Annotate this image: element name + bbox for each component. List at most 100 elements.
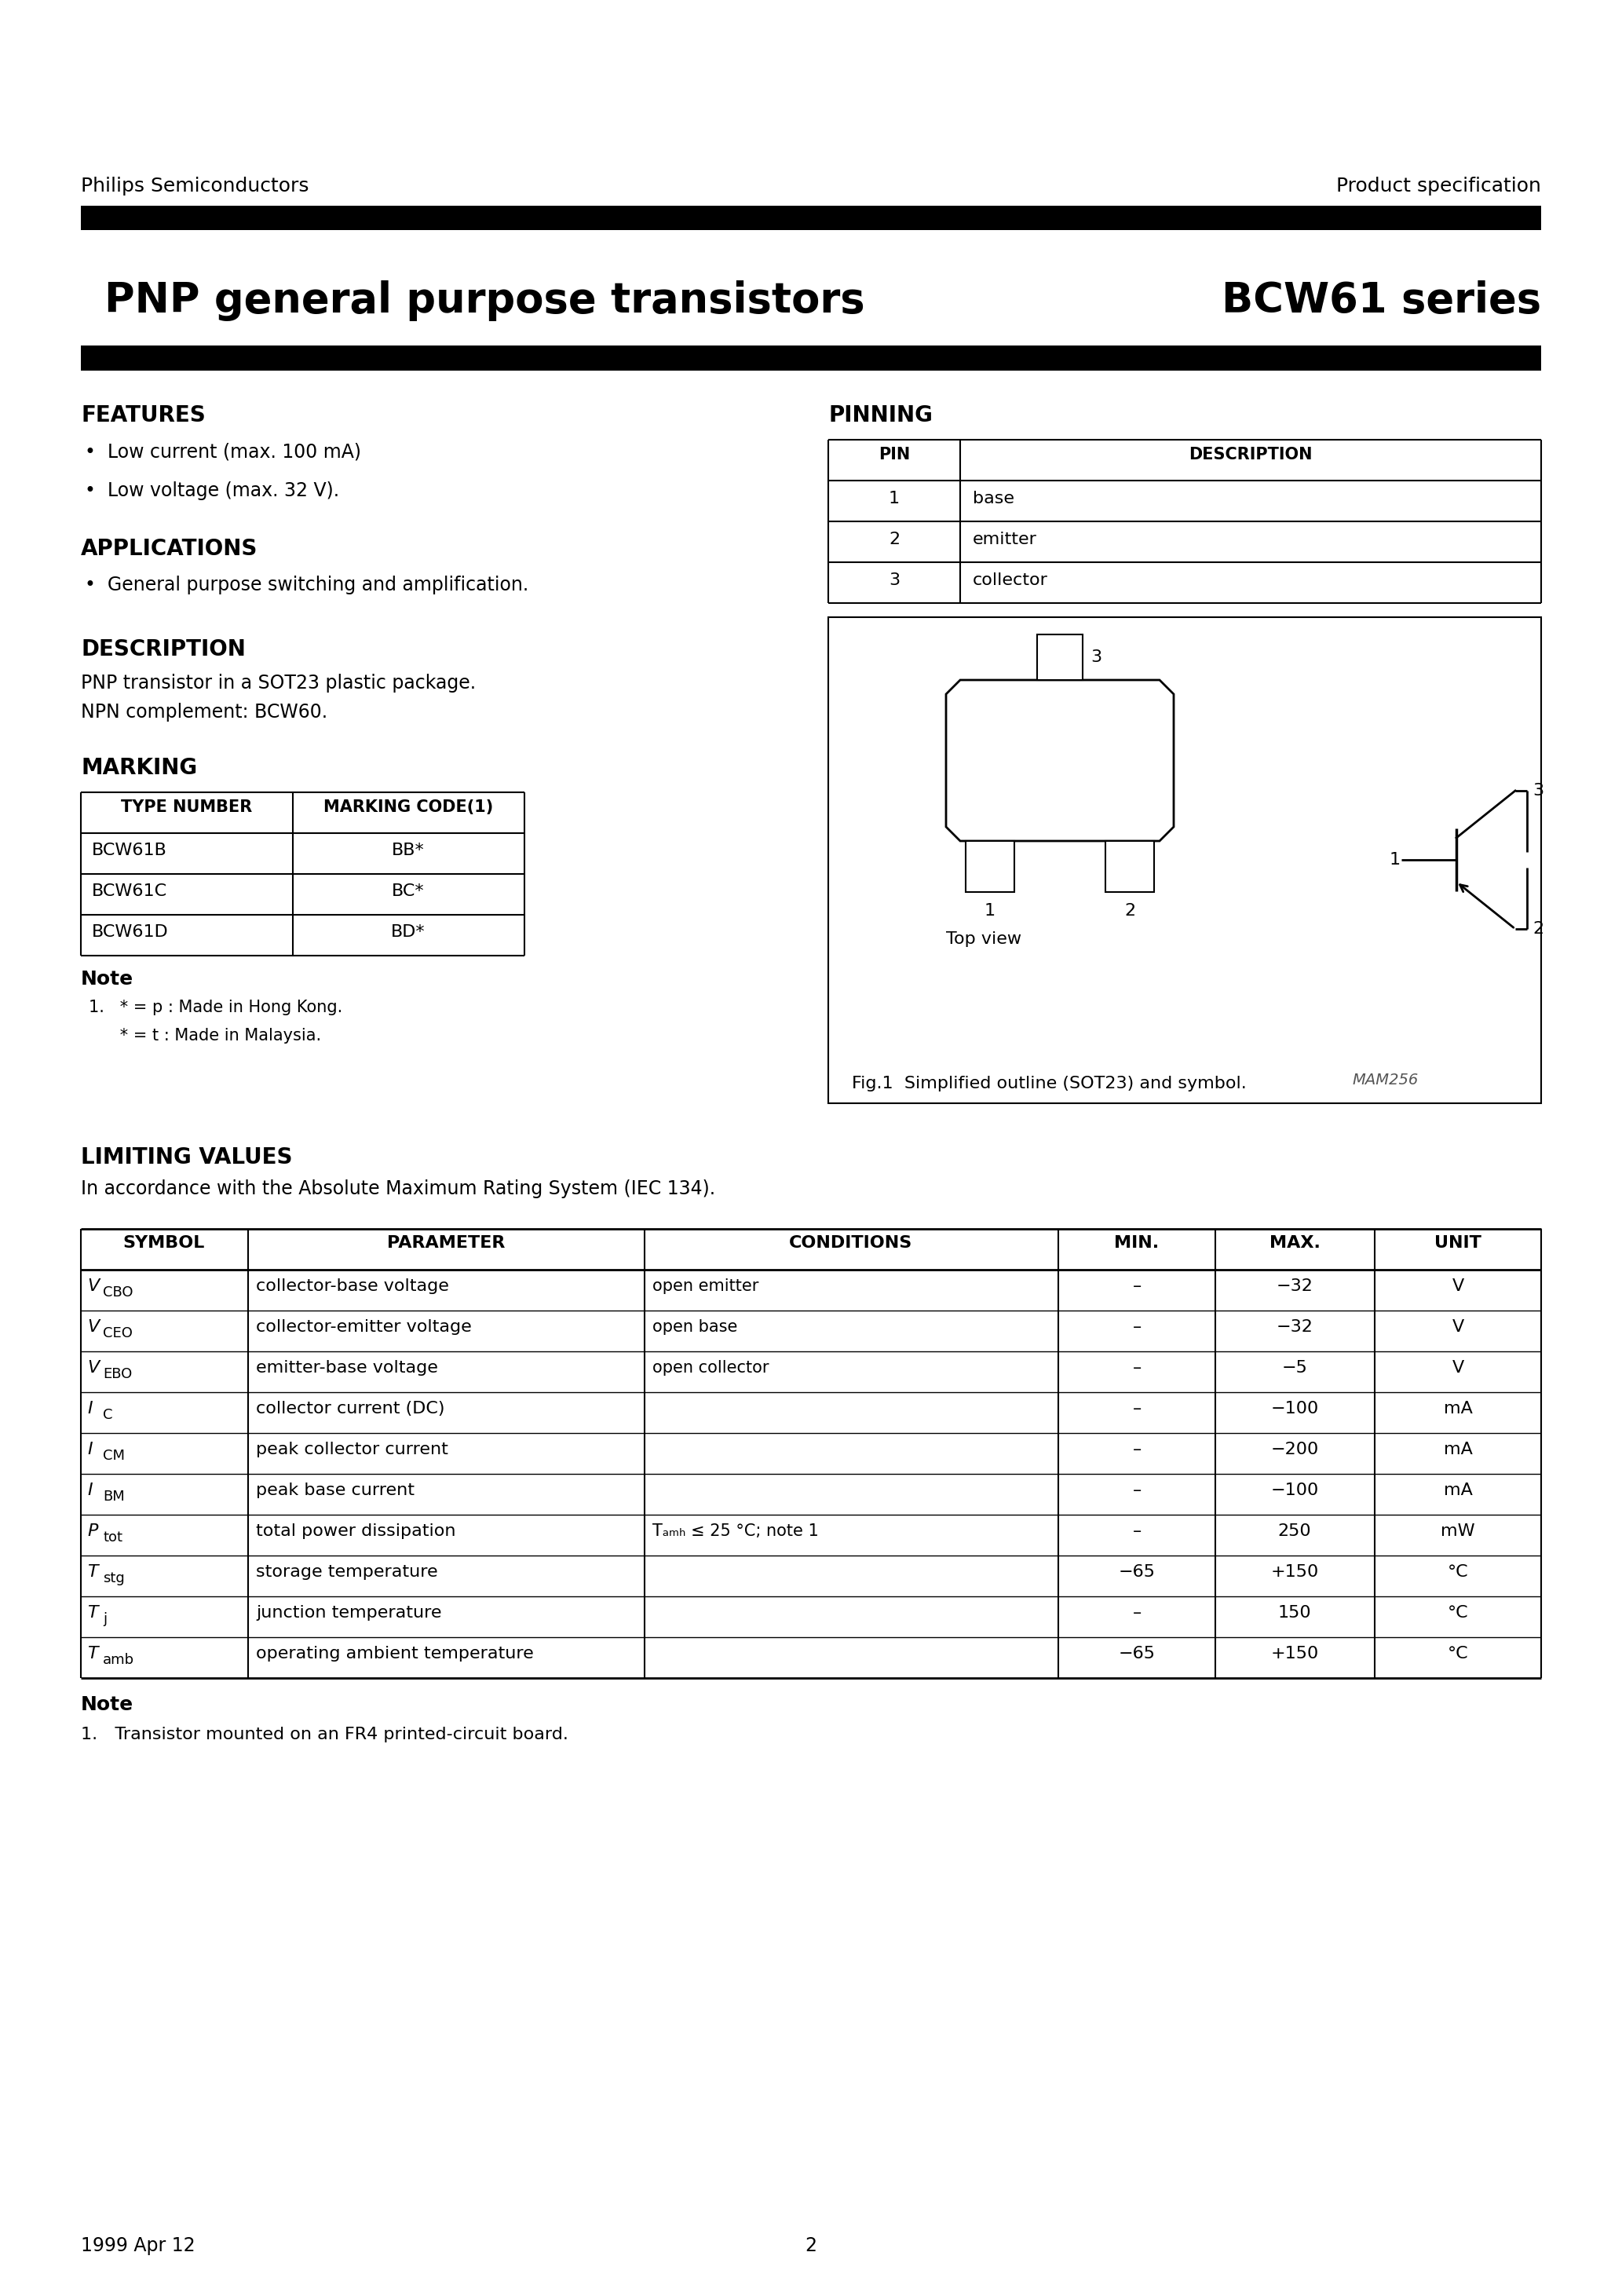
Text: −32: −32 [1277, 1279, 1314, 1295]
Text: +150: +150 [1270, 1564, 1319, 1580]
Text: base: base [973, 491, 1014, 507]
Text: APPLICATIONS: APPLICATIONS [81, 537, 258, 560]
Text: –: – [1132, 1605, 1142, 1621]
Text: stg: stg [102, 1570, 125, 1584]
Text: 3: 3 [889, 572, 900, 588]
Text: NPN complement: BCW60.: NPN complement: BCW60. [81, 703, 328, 721]
Text: −65: −65 [1118, 1564, 1155, 1580]
Bar [829, 618, 1541, 1104]
Text: I: I [88, 1483, 92, 1499]
Text: 3: 3 [1533, 783, 1544, 799]
Text: −100: −100 [1270, 1401, 1319, 1417]
Bar [81, 344, 1541, 370]
Text: * = t : Made in Malaysia.: * = t : Made in Malaysia. [89, 1029, 321, 1045]
Text: tot: tot [102, 1531, 123, 1545]
Text: Philips Semiconductors: Philips Semiconductors [81, 177, 308, 195]
Text: Fig.1  Simplified outline (SOT23) and symbol.: Fig.1 Simplified outline (SOT23) and sym… [852, 1077, 1247, 1091]
Text: P: P [88, 1522, 97, 1538]
Text: open emitter: open emitter [652, 1279, 759, 1295]
Text: BB*: BB* [393, 843, 425, 859]
Text: BCW61B: BCW61B [92, 843, 167, 859]
Text: BCW61C: BCW61C [92, 884, 167, 900]
Text: Note: Note [81, 1694, 133, 1715]
Text: BCW61 series: BCW61 series [1221, 280, 1541, 321]
Text: mW: mW [1440, 1522, 1474, 1538]
Text: 3: 3 [1090, 650, 1101, 666]
Text: 1999 Apr 12: 1999 Apr 12 [81, 2236, 195, 2255]
Text: CBO: CBO [102, 1286, 133, 1300]
Text: –: – [1132, 1359, 1142, 1375]
Text: °C: °C [1447, 1646, 1468, 1662]
Polygon shape [946, 680, 1174, 840]
Text: 250: 250 [1278, 1522, 1311, 1538]
Text: BC*: BC* [393, 884, 425, 900]
Text: –: – [1132, 1279, 1142, 1295]
Text: PNP transistor in a SOT23 plastic package.: PNP transistor in a SOT23 plastic packag… [81, 673, 475, 693]
Text: –: – [1132, 1320, 1142, 1334]
Text: −100: −100 [1270, 1483, 1319, 1499]
Text: DESCRIPTION: DESCRIPTION [1189, 448, 1312, 461]
Text: Top view: Top view [946, 932, 1022, 946]
Text: 1: 1 [1390, 852, 1401, 868]
Text: C: C [102, 1407, 112, 1421]
Text: •  Low voltage (max. 32 V).: • Low voltage (max. 32 V). [84, 482, 339, 501]
Text: 1.   * = p : Made in Hong Kong.: 1. * = p : Made in Hong Kong. [89, 999, 342, 1015]
Text: Note: Note [81, 969, 133, 990]
Text: 1. Transistor mounted on an FR4 printed-circuit board.: 1. Transistor mounted on an FR4 printed-… [81, 1727, 568, 1743]
Text: +150: +150 [1270, 1646, 1319, 1662]
Text: –: – [1132, 1401, 1142, 1417]
Text: 2: 2 [889, 533, 900, 546]
Bar [1106, 840, 1155, 893]
Text: T: T [88, 1646, 97, 1662]
Text: mA: mA [1444, 1483, 1473, 1499]
Text: total power dissipation: total power dissipation [256, 1522, 456, 1538]
Text: peak collector current: peak collector current [256, 1442, 448, 1458]
Text: CEO: CEO [102, 1327, 133, 1341]
Text: 2: 2 [805, 2236, 817, 2255]
Text: EBO: EBO [102, 1366, 131, 1382]
Text: PIN: PIN [879, 448, 910, 461]
Text: V: V [1452, 1320, 1465, 1334]
Text: operating ambient temperature: operating ambient temperature [256, 1646, 534, 1662]
Text: MARKING: MARKING [81, 758, 198, 778]
Text: mA: mA [1444, 1442, 1473, 1458]
Text: PINNING: PINNING [829, 404, 933, 427]
Text: 2: 2 [1124, 902, 1135, 918]
Text: collector-emitter voltage: collector-emitter voltage [256, 1320, 472, 1334]
Text: °C: °C [1447, 1564, 1468, 1580]
Bar [965, 840, 1014, 893]
Text: −32: −32 [1277, 1320, 1314, 1334]
Text: emitter: emitter [973, 533, 1036, 546]
Text: CONDITIONS: CONDITIONS [790, 1235, 913, 1251]
Text: −200: −200 [1270, 1442, 1319, 1458]
Text: MARKING CODE(1): MARKING CODE(1) [323, 799, 493, 815]
Text: I: I [88, 1401, 92, 1417]
Text: •  Low current (max. 100 mA): • Low current (max. 100 mA) [84, 443, 362, 461]
Text: BD*: BD* [391, 925, 425, 939]
Text: Product specification: Product specification [1337, 177, 1541, 195]
Text: −5: −5 [1281, 1359, 1307, 1375]
Text: open collector: open collector [652, 1359, 769, 1375]
Text: °C: °C [1447, 1605, 1468, 1621]
Text: 1: 1 [985, 902, 996, 918]
Text: open base: open base [652, 1320, 738, 1334]
Text: junction temperature: junction temperature [256, 1605, 441, 1621]
Text: MIN.: MIN. [1114, 1235, 1160, 1251]
Text: –: – [1132, 1483, 1142, 1499]
Text: UNIT: UNIT [1434, 1235, 1481, 1251]
Text: amb: amb [102, 1653, 135, 1667]
Text: T: T [88, 1564, 97, 1580]
Text: collector: collector [973, 572, 1048, 588]
Text: MAX.: MAX. [1268, 1235, 1320, 1251]
Text: V: V [88, 1359, 99, 1375]
Text: –: – [1132, 1522, 1142, 1538]
Bar [1036, 634, 1082, 680]
Text: LIMITING VALUES: LIMITING VALUES [81, 1146, 292, 1169]
Text: Tₐₘₕ ≤ 25 °C; note 1: Tₐₘₕ ≤ 25 °C; note 1 [652, 1522, 819, 1538]
Text: DESCRIPTION: DESCRIPTION [81, 638, 245, 661]
Text: storage temperature: storage temperature [256, 1564, 438, 1580]
Text: V: V [1452, 1279, 1465, 1295]
Text: –: – [1132, 1442, 1142, 1458]
Text: PNP general purpose transistors: PNP general purpose transistors [104, 280, 865, 321]
Text: emitter-base voltage: emitter-base voltage [256, 1359, 438, 1375]
